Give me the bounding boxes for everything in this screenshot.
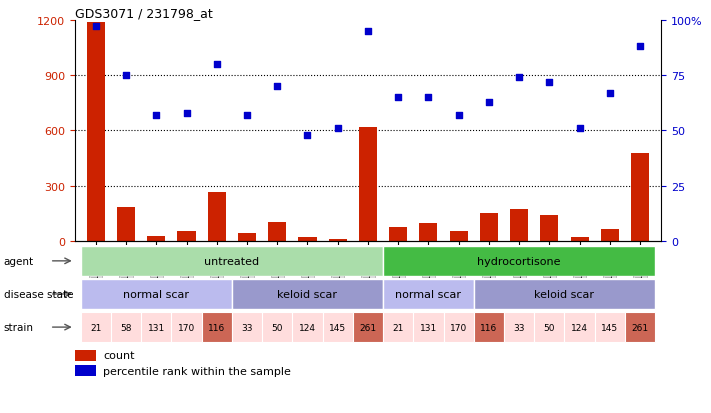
Point bbox=[151, 112, 162, 119]
Text: 145: 145 bbox=[329, 323, 346, 332]
Point bbox=[301, 132, 313, 139]
Text: 33: 33 bbox=[513, 323, 525, 332]
Text: 131: 131 bbox=[148, 323, 165, 332]
Bar bbox=[504, 313, 534, 342]
Text: 58: 58 bbox=[120, 323, 132, 332]
Bar bbox=[480, 213, 498, 242]
Bar bbox=[202, 313, 232, 342]
Point bbox=[513, 75, 525, 81]
Bar bbox=[474, 313, 504, 342]
Bar bbox=[540, 216, 558, 242]
Bar bbox=[449, 231, 468, 242]
Point bbox=[241, 112, 252, 119]
Text: 170: 170 bbox=[450, 323, 467, 332]
Text: keloid scar: keloid scar bbox=[535, 289, 594, 299]
Text: disease state: disease state bbox=[4, 289, 73, 299]
Text: 50: 50 bbox=[544, 323, 555, 332]
Point bbox=[453, 112, 464, 119]
Text: keloid scar: keloid scar bbox=[277, 289, 338, 299]
Point bbox=[332, 126, 343, 132]
Bar bbox=[75, 366, 96, 376]
Bar bbox=[444, 313, 474, 342]
Bar bbox=[238, 233, 256, 242]
Text: untreated: untreated bbox=[204, 256, 260, 266]
Bar bbox=[81, 280, 232, 309]
Point bbox=[272, 83, 283, 90]
Bar bbox=[534, 313, 565, 342]
Text: 261: 261 bbox=[631, 323, 648, 332]
Bar bbox=[353, 313, 383, 342]
Text: 116: 116 bbox=[480, 323, 498, 332]
Bar bbox=[510, 209, 528, 242]
Bar bbox=[383, 280, 474, 309]
Text: normal scar: normal scar bbox=[123, 289, 189, 299]
Bar bbox=[111, 313, 141, 342]
Point bbox=[544, 79, 555, 86]
Text: agent: agent bbox=[4, 256, 33, 266]
Text: 145: 145 bbox=[602, 323, 619, 332]
Text: 124: 124 bbox=[571, 323, 588, 332]
Bar bbox=[268, 222, 287, 242]
Bar bbox=[178, 231, 196, 242]
Text: normal scar: normal scar bbox=[395, 289, 461, 299]
Bar bbox=[565, 313, 594, 342]
Bar bbox=[117, 208, 135, 242]
Bar bbox=[625, 313, 655, 342]
Bar bbox=[81, 246, 383, 276]
Bar bbox=[474, 280, 655, 309]
Bar bbox=[299, 238, 316, 242]
Bar bbox=[413, 313, 444, 342]
Text: percentile rank within the sample: percentile rank within the sample bbox=[103, 366, 291, 376]
Text: 170: 170 bbox=[178, 323, 195, 332]
Bar bbox=[383, 246, 655, 276]
Text: hydrocortisone: hydrocortisone bbox=[477, 256, 561, 266]
Point bbox=[90, 24, 102, 31]
Bar bbox=[171, 313, 202, 342]
Text: 33: 33 bbox=[241, 323, 252, 332]
Bar bbox=[631, 153, 649, 242]
Bar bbox=[323, 313, 353, 342]
Text: GDS3071 / 231798_at: GDS3071 / 231798_at bbox=[75, 7, 213, 19]
Point bbox=[392, 95, 404, 101]
Bar bbox=[383, 313, 413, 342]
Point bbox=[604, 90, 616, 97]
Point bbox=[423, 95, 434, 101]
Bar bbox=[328, 240, 347, 242]
Bar bbox=[389, 228, 407, 242]
Point bbox=[634, 44, 646, 50]
Text: strain: strain bbox=[4, 322, 33, 332]
Text: 124: 124 bbox=[299, 323, 316, 332]
Text: 21: 21 bbox=[392, 323, 404, 332]
Point bbox=[362, 28, 374, 35]
Text: 21: 21 bbox=[90, 323, 102, 332]
Bar bbox=[75, 350, 96, 361]
Point bbox=[211, 62, 223, 68]
Bar bbox=[262, 313, 292, 342]
Bar bbox=[601, 230, 619, 242]
Bar bbox=[232, 280, 383, 309]
Bar bbox=[570, 237, 589, 242]
Bar bbox=[208, 193, 226, 242]
Text: 116: 116 bbox=[208, 323, 225, 332]
Bar bbox=[81, 313, 111, 342]
Bar bbox=[359, 128, 377, 242]
Bar bbox=[594, 313, 625, 342]
Text: 131: 131 bbox=[419, 323, 437, 332]
Bar bbox=[292, 313, 323, 342]
Bar bbox=[147, 236, 166, 242]
Point bbox=[181, 110, 192, 117]
Bar bbox=[87, 22, 105, 242]
Point bbox=[120, 73, 132, 79]
Bar bbox=[141, 313, 171, 342]
Bar bbox=[419, 223, 437, 242]
Point bbox=[483, 99, 495, 106]
Text: count: count bbox=[103, 351, 134, 361]
Text: 50: 50 bbox=[272, 323, 283, 332]
Point bbox=[574, 126, 585, 132]
Text: 261: 261 bbox=[359, 323, 377, 332]
Bar bbox=[232, 313, 262, 342]
